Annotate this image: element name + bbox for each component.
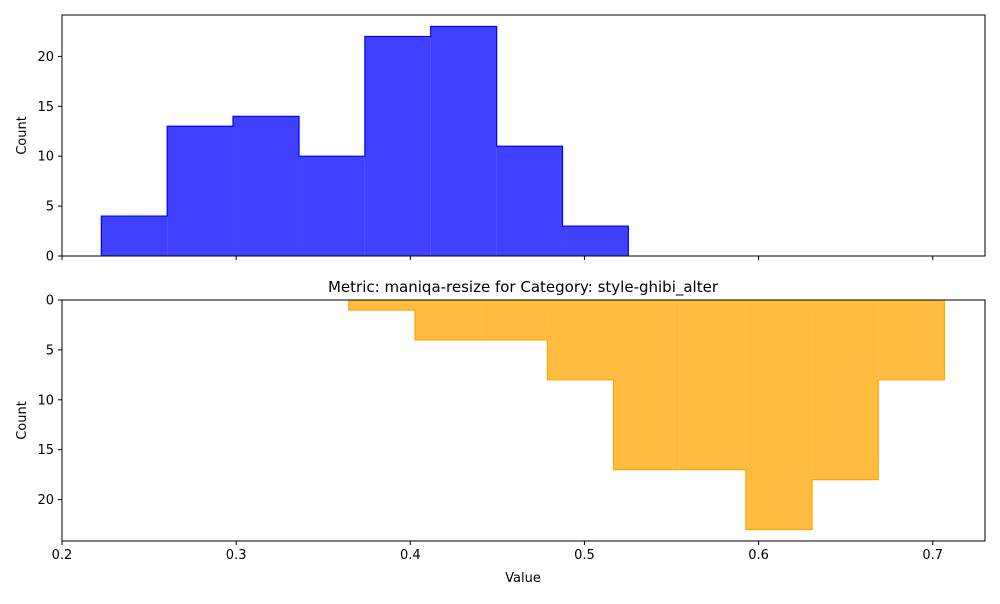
bottom-histogram-bar	[481, 300, 548, 340]
top-y-tick-label: 15	[37, 100, 54, 115]
bottom-x-tick-label: 0.3	[226, 548, 247, 563]
bottom-plot-frame	[61, 299, 986, 542]
bottom-histogram-bar	[547, 300, 614, 380]
bottom-x-tick-label: 0.7	[922, 548, 943, 563]
bottom-histogram-bar	[613, 300, 680, 470]
top-histogram-bar	[233, 116, 300, 256]
bottom-y-tick-label: 10	[37, 393, 54, 408]
top-histogram-panel: Count 0 5 10 15 20	[15, 14, 986, 265]
bottom-histogram-panel: Metric: maniqa-resize for Category: styl…	[15, 278, 986, 586]
bottom-histogram-bar	[679, 300, 746, 470]
top-histogram-outline	[100, 25, 629, 256]
bottom-y-tick-label: 20	[37, 493, 54, 508]
top-histogram-bar	[167, 126, 234, 256]
bottom-histogram-bar	[745, 300, 813, 530]
top-y-tick-label: 5	[46, 200, 54, 215]
bottom-x-tick-label: 0.2	[52, 548, 73, 563]
bottom-y-tick-label: 5	[46, 343, 54, 358]
top-histogram-bar	[364, 36, 431, 256]
top-histogram-bar	[101, 216, 168, 256]
bottom-histogram-bar	[878, 300, 945, 380]
bottom-y-tick-label: 0	[46, 294, 54, 309]
bottom-histogram-bar	[415, 300, 482, 340]
bottom-histogram-bar	[812, 300, 879, 480]
top-y-tick-label: 10	[37, 150, 54, 165]
top-y-tick-label: 0	[46, 250, 54, 265]
bottom-x-tick-label: 0.6	[748, 548, 769, 563]
bottom-chart-title: Metric: maniqa-resize for Category: styl…	[328, 278, 719, 297]
top-histogram-bar	[562, 226, 629, 256]
top-y-axis-label: Count	[15, 116, 30, 155]
top-histogram-bar	[496, 146, 563, 256]
bottom-x-tick-label: 0.5	[574, 548, 595, 563]
top-y-tick-label: 20	[37, 50, 54, 65]
bottom-histogram-bar	[348, 300, 416, 310]
bottom-histogram-outline	[348, 300, 946, 531]
top-histogram-bar	[430, 26, 497, 256]
bottom-x-tick-label: 0.4	[400, 548, 421, 563]
top-plot-frame	[61, 14, 986, 257]
bottom-y-axis-label: Count	[15, 401, 30, 440]
bottom-x-axis-label: Value	[505, 571, 541, 586]
top-histogram-bar	[299, 156, 365, 256]
bottom-y-tick-label: 15	[37, 443, 54, 458]
